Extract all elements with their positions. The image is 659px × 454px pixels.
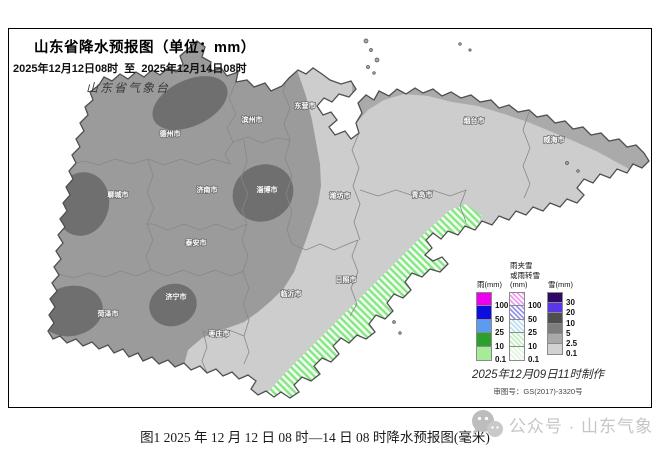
legend-swatch: 100	[509, 291, 541, 310]
legend-swatch: 10	[547, 312, 575, 328]
legend-swatch: 100	[476, 291, 508, 310]
city-label-临沂市: 临沂市	[281, 289, 302, 298]
legend-column-header: 雪(mm)	[548, 280, 573, 290]
legend-value: 10	[566, 318, 575, 328]
legend-value: 0.1	[528, 354, 540, 364]
city-label-泰安市: 泰安市	[185, 238, 207, 247]
forecast-period: 2025年12月12日08时 至 2025年12月14日08时	[13, 63, 247, 75]
city-label-济宁市: 济宁市	[166, 292, 187, 301]
city-label-威海市: 威海市	[544, 135, 565, 144]
agency-name: 山东省气象台	[86, 81, 171, 95]
legend-value: 30	[566, 298, 575, 308]
watermark-text: 公众号 · 山东气象	[508, 416, 653, 436]
legend-swatch: 5	[547, 322, 570, 338]
legend-value: 25	[495, 328, 504, 338]
legend-column: 雨(mm) 100 50 25 10 0.1	[476, 247, 508, 364]
legend-value: 0.1	[495, 354, 507, 364]
map-region-heavy-snow	[48, 76, 294, 337]
legend-swatch: 30	[547, 291, 575, 307]
legend-swatch: 50	[509, 305, 537, 324]
city-label-淄博市: 淄博市	[257, 185, 278, 194]
legend-columns: 雨(mm) 100 50 25 10 0.1 雨夹雪 或雨转雪 (mm) 100 50 25 10 0.1…	[476, 247, 577, 364]
city-label-青岛市: 青岛市	[412, 190, 433, 199]
legend: 雨(mm) 100 50 25 10 0.1 雨夹雪 或雨转雪 (mm) 100 50 25 10 0.1…	[476, 247, 577, 364]
legend-column: 雪(mm) 30 20 10 5 2.5 0.1	[547, 247, 577, 360]
city-label-滨州市: 滨州市	[242, 115, 263, 124]
legend-swatch: 25	[509, 318, 537, 337]
legend-swatch: 50	[476, 305, 504, 324]
legend-swatch: 2.5	[547, 332, 577, 348]
city-label-枣庄市: 枣庄市	[208, 329, 230, 338]
legend-swatch: 0.1	[547, 342, 577, 358]
city-boundaries	[57, 75, 531, 374]
city-label-德州市: 德州市	[160, 129, 181, 138]
figure-caption: 图1 2025 年 12 月 12 日 08 时—14 日 08 时降水预报图(…	[140, 430, 490, 445]
legend-swatch: 10	[476, 332, 504, 351]
legend-swatch: 0.1	[476, 345, 506, 364]
production-time: 2025年12月09日11时制作	[471, 369, 605, 381]
legend-value: 100	[528, 301, 542, 311]
legend-swatch: 25	[476, 318, 504, 337]
legend-value: 5	[566, 328, 571, 338]
legend-value: 25	[528, 328, 537, 338]
city-label-烟台市: 烟台市	[464, 116, 485, 125]
city-label-聊城市: 聊城市	[108, 190, 129, 199]
wechat-icon	[471, 410, 503, 437]
legend-column-header: 雨夹雪 或雨转雪 (mm)	[510, 260, 540, 290]
legend-column: 雨夹雪 或雨转雪 (mm) 100 50 25 10 0.1	[509, 247, 541, 364]
map-title: 山东省降水预报图（单位：mm）	[34, 40, 256, 56]
watermark: 公众号 · 山东气象	[469, 409, 653, 439]
legend-value: 50	[495, 314, 504, 324]
city-label-菏泽市: 菏泽市	[98, 309, 119, 318]
map-approval-number: 审图号：GS(2017)-3320号	[493, 387, 583, 396]
legend-value: 50	[528, 314, 537, 324]
city-label-潍坊市: 潍坊市	[330, 191, 351, 200]
city-label-济南市: 济南市	[197, 185, 218, 194]
legend-value: 2.5	[566, 338, 578, 348]
city-label-日照市: 日照市	[336, 275, 357, 284]
legend-value: 10	[495, 341, 504, 351]
legend-swatch: 20	[547, 302, 575, 317]
legend-swatch: 10	[509, 332, 537, 351]
city-label-东营市: 东营市	[295, 101, 316, 110]
legend-column-header: 雨(mm)	[477, 280, 502, 290]
legend-swatch: 0.1	[509, 345, 539, 364]
legend-value: 10	[528, 341, 537, 351]
islands	[363, 38, 580, 335]
legend-value: 0.1	[566, 349, 578, 359]
legend-value: 100	[495, 301, 509, 311]
legend-value: 20	[566, 308, 575, 318]
